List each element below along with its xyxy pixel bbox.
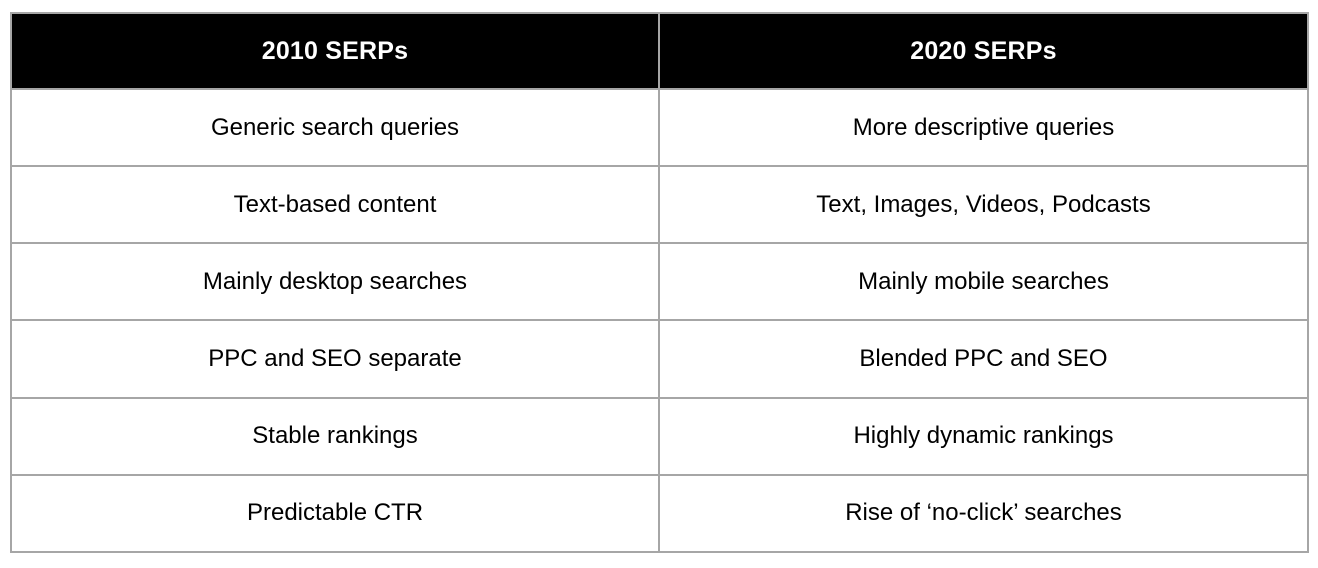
table-cell-2020-rankings: Highly dynamic rankings: [658, 396, 1309, 476]
table-cell-2010-device: Mainly desktop searches: [10, 242, 660, 322]
serp-comparison-table-container: 2010 SERPs 2020 SERPs Generic search que…: [10, 12, 1309, 554]
table-cell-2020-ctr: Rise of ‘no-click’ searches: [658, 473, 1309, 554]
column-header-2020-serps: 2020 SERPs: [658, 12, 1309, 90]
table-row: Predictable CTR Rise of ‘no-click’ searc…: [10, 473, 1309, 554]
table-cell-2010-content: Text-based content: [10, 165, 660, 245]
table-cell-2010-queries: Generic search queries: [10, 87, 660, 168]
table-row: Stable rankings Highly dynamic rankings: [10, 396, 1309, 476]
table-cell-2020-ppc-seo: Blended PPC and SEO: [658, 319, 1309, 399]
table-cell-2010-rankings: Stable rankings: [10, 396, 660, 476]
table-row: Generic search queries More descriptive …: [10, 87, 1309, 168]
column-header-2010-serps: 2010 SERPs: [10, 12, 660, 90]
serp-comparison-table: 2010 SERPs 2020 SERPs Generic search que…: [10, 12, 1309, 554]
table-cell-2020-content: Text, Images, Videos, Podcasts: [658, 165, 1309, 245]
table-cell-2020-queries: More descriptive queries: [658, 87, 1309, 168]
table-header-row: 2010 SERPs 2020 SERPs: [10, 12, 1309, 90]
table-row: Text-based content Text, Images, Videos,…: [10, 165, 1309, 245]
table-cell-2010-ctr: Predictable CTR: [10, 473, 660, 554]
table-row: PPC and SEO separate Blended PPC and SEO: [10, 319, 1309, 399]
table-cell-2010-ppc-seo: PPC and SEO separate: [10, 319, 660, 399]
table-row: Mainly desktop searches Mainly mobile se…: [10, 242, 1309, 322]
table-cell-2020-device: Mainly mobile searches: [658, 242, 1309, 322]
